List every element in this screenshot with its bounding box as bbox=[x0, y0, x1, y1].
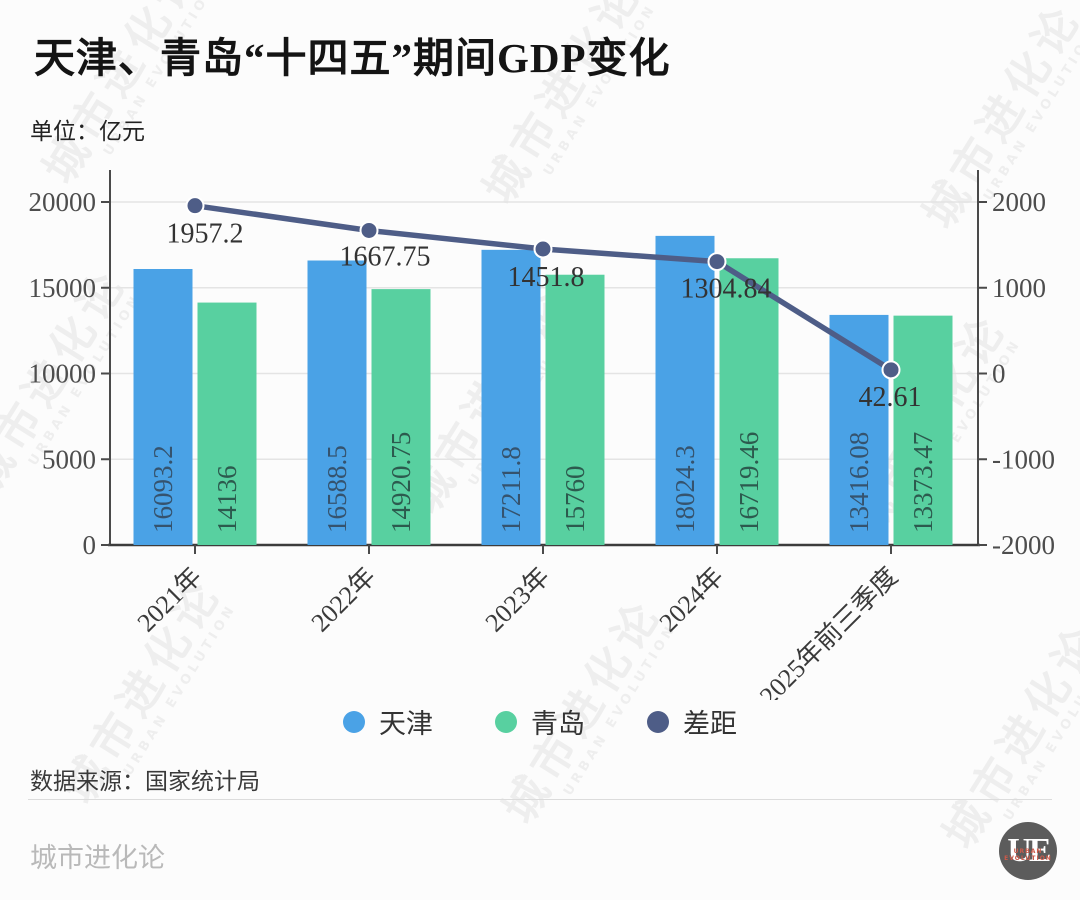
ue-logo: UE URBAN EVOLUTION bbox=[999, 822, 1057, 880]
svg-text:16093.2: 16093.2 bbox=[148, 445, 178, 533]
logo-ue-text: UE bbox=[1007, 832, 1051, 869]
svg-text:2023年: 2023年 bbox=[480, 562, 556, 638]
legend-item-青岛: 青岛 bbox=[495, 702, 585, 741]
unit-label: 单位：亿元 bbox=[30, 119, 145, 144]
legend-dot bbox=[495, 710, 517, 733]
legend-label: 差距 bbox=[683, 709, 737, 739]
right-axis-labels: -2000 -1000 0 1000 2000 bbox=[978, 187, 1055, 560]
svg-text:2025年前三季度: 2025年前三季度 bbox=[754, 562, 903, 700]
svg-text:15760: 15760 bbox=[560, 466, 590, 534]
svg-text:2000: 2000 bbox=[992, 187, 1046, 217]
legend-dot bbox=[647, 710, 669, 733]
svg-text:1000: 1000 bbox=[992, 273, 1046, 303]
gdp-combo-chart: 0 5000 10000 15000 20000 -2000 -1000 0 1000 2000 2… bbox=[29, 170, 1055, 700]
svg-text:1667.75: 1667.75 bbox=[340, 241, 431, 272]
legend-item-差距: 差距 bbox=[647, 702, 737, 741]
svg-text:42.61: 42.61 bbox=[859, 382, 922, 413]
gap-line-labels: 1957.2 1667.75 1451.8 1304.84 42.61 bbox=[167, 219, 922, 413]
svg-text:2021年: 2021年 bbox=[132, 562, 208, 638]
svg-text:1451.8: 1451.8 bbox=[508, 262, 585, 293]
bars-天津 bbox=[133, 235, 889, 546]
legend-item-天津: 天津 bbox=[343, 702, 433, 741]
footer-divider bbox=[28, 799, 1052, 800]
gap-line-series bbox=[185, 196, 901, 380]
bars-青岛 bbox=[197, 258, 953, 545]
legend-label: 天津 bbox=[379, 709, 433, 739]
logo-subtext: URBAN EVOLUTION bbox=[1004, 848, 1052, 862]
chart-title: 天津、青岛“十四五”期间GDP变化 bbox=[34, 35, 671, 81]
svg-text:15000: 15000 bbox=[29, 273, 97, 303]
svg-text:10000: 10000 bbox=[29, 359, 97, 389]
svg-text:0: 0 bbox=[83, 530, 97, 560]
svg-text:16719.46: 16719.46 bbox=[734, 432, 764, 533]
legend-dot bbox=[343, 710, 365, 733]
bar-labels-天津: 16093.2 16588.5 17211.8 18024.3 13416.08 bbox=[148, 432, 874, 533]
svg-text:14136: 14136 bbox=[212, 466, 242, 534]
svg-text:0: 0 bbox=[992, 359, 1006, 389]
svg-text:-1000: -1000 bbox=[992, 444, 1055, 474]
brand-name: 城市进化论 bbox=[30, 843, 165, 873]
legend-label: 青岛 bbox=[531, 709, 585, 739]
svg-text:20000: 20000 bbox=[29, 187, 97, 217]
svg-text:1957.2: 1957.2 bbox=[167, 219, 244, 250]
svg-text:16588.5: 16588.5 bbox=[322, 445, 352, 533]
svg-text:14920.75: 14920.75 bbox=[386, 432, 416, 533]
chart-legend: 天津 青岛 差距 bbox=[0, 702, 1080, 741]
svg-text:1304.84: 1304.84 bbox=[681, 274, 772, 305]
svg-text:13373.47: 13373.47 bbox=[908, 432, 938, 533]
x-axis-labels: 2021年 2022年 2023年 2024年 2025年前三季度 bbox=[132, 545, 903, 700]
svg-text:13416.08: 13416.08 bbox=[844, 432, 874, 533]
svg-text:-2000: -2000 bbox=[992, 530, 1055, 560]
bar-labels-青岛: 14136 14920.75 15760 16719.46 13373.47 bbox=[212, 432, 938, 533]
svg-text:5000: 5000 bbox=[42, 444, 96, 474]
svg-text:2022年: 2022年 bbox=[306, 562, 382, 638]
svg-text:18024.3: 18024.3 bbox=[670, 445, 700, 533]
left-axis-labels: 0 5000 10000 15000 20000 bbox=[29, 187, 110, 560]
svg-text:17211.8: 17211.8 bbox=[496, 446, 526, 533]
svg-text:2024年: 2024年 bbox=[654, 562, 730, 638]
data-source-text: 数据来源：国家统计局 bbox=[30, 769, 260, 794]
